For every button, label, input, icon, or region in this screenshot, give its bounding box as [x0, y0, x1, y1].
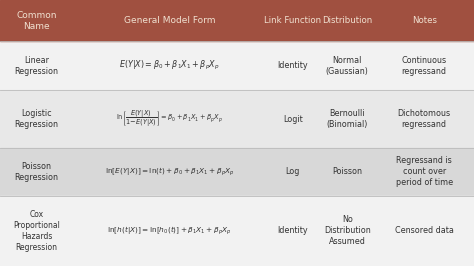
Text: Link Function: Link Function: [264, 16, 321, 25]
Text: Linear
Regression: Linear Regression: [15, 56, 59, 76]
Bar: [0, 41, 474, 90]
Bar: [0, 90, 474, 148]
Text: Censored data: Censored data: [395, 226, 454, 235]
Text: Notes: Notes: [412, 16, 437, 25]
Text: Continuous
regressand: Continuous regressand: [401, 56, 447, 76]
Text: Distribution: Distribution: [322, 16, 373, 25]
Text: Identity: Identity: [277, 226, 308, 235]
Text: $\ln\!\left[\dfrac{E(Y|X)}{1\!-\!E(Y|X)}\right] = \beta_0 + \beta_1 X_1 + \beta_: $\ln\!\left[\dfrac{E(Y|X)}{1\!-\!E(Y|X)}…: [116, 109, 223, 129]
Text: Normal
(Gaussian): Normal (Gaussian): [326, 56, 369, 76]
Bar: [0, 148, 474, 196]
Text: Identity: Identity: [277, 61, 308, 70]
Text: Poisson
Regression: Poisson Regression: [15, 161, 59, 182]
Bar: [0, 0, 474, 41]
Text: Common
Name: Common Name: [17, 11, 57, 31]
Text: Bernoulli
(Binomial): Bernoulli (Binomial): [327, 109, 368, 129]
Text: Logistic
Regression: Logistic Regression: [15, 109, 59, 129]
Text: Dichotomous
regressand: Dichotomous regressand: [398, 109, 451, 129]
Text: $\ln[E(Y|X)] = \ln(t) + \beta_0 + \beta_1 X_1 + \beta_p X_p$: $\ln[E(Y|X)] = \ln(t) + \beta_0 + \beta_…: [105, 165, 234, 178]
Text: Log: Log: [285, 167, 300, 176]
Text: $\ln[h(t|X)] = \ln[h_0(t)] + \beta_1 X_1 + \beta_p X_p$: $\ln[h(t|X)] = \ln[h_0(t)] + \beta_1 X_1…: [107, 225, 232, 237]
Bar: [0, 196, 474, 266]
Text: Cox
Proportional
Hazards
Regression: Cox Proportional Hazards Regression: [13, 210, 60, 252]
Text: $E(Y|X) = \beta_0 + \beta_1 X_1 + \beta_p X_p$: $E(Y|X) = \beta_0 + \beta_1 X_1 + \beta_…: [119, 59, 220, 72]
Text: Logit: Logit: [283, 115, 302, 123]
Text: General Model Form: General Model Form: [124, 16, 215, 25]
Text: Poisson: Poisson: [332, 167, 362, 176]
Text: No
Distribution
Assumed: No Distribution Assumed: [324, 215, 371, 246]
Text: Regressand is
count over
period of time: Regressand is count over period of time: [396, 156, 453, 187]
